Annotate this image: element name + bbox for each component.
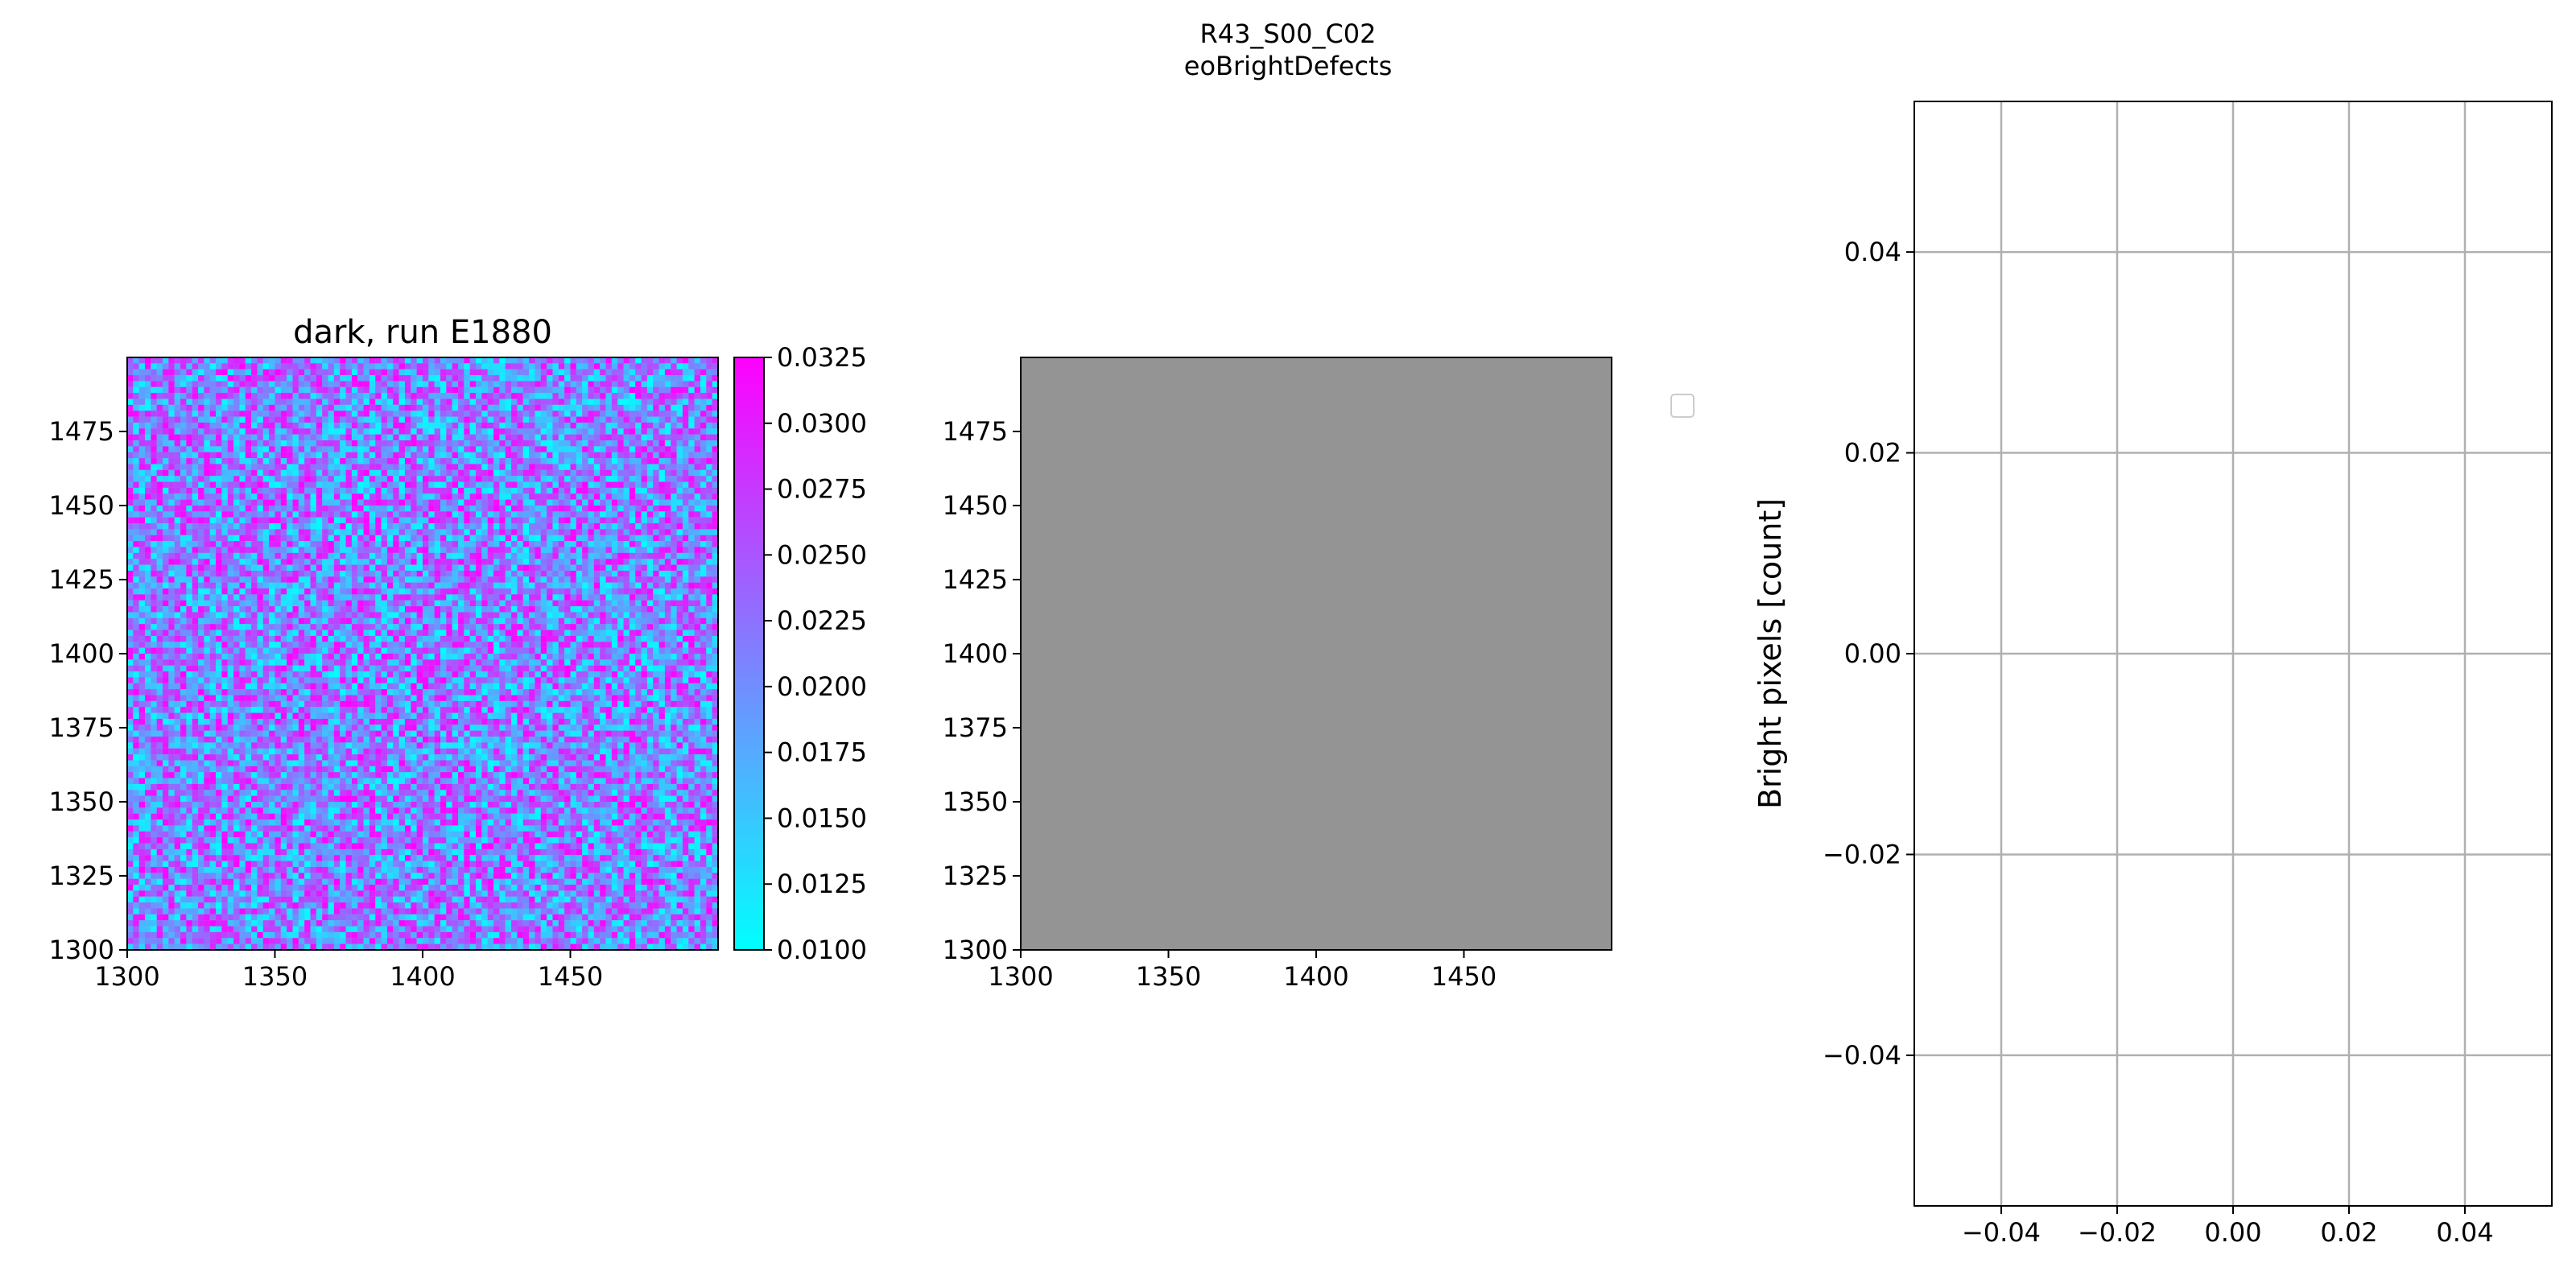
x-tick-label: 1350 xyxy=(242,961,308,992)
defects-mask-image xyxy=(1021,357,1612,950)
y-tick-label: 1325 xyxy=(49,861,114,891)
x-tick-label: −0.04 xyxy=(1962,1217,2041,1248)
x-tick-label: 0.04 xyxy=(2436,1217,2493,1248)
colorbar-tick-label: 0.0250 xyxy=(777,539,867,570)
y-tick-label: 1375 xyxy=(943,712,1008,743)
x-tick-label: 0.00 xyxy=(2204,1217,2261,1248)
y-tick-label: 1450 xyxy=(943,490,1008,521)
dark-noise-pixels xyxy=(127,357,718,950)
dark-heatmap-xaxis: 1300 1350 1400 1450 xyxy=(94,950,603,992)
colorbar-tick-label: 0.0200 xyxy=(777,671,867,702)
colorbar-tick-label: 0.0325 xyxy=(777,342,867,373)
colorbar-tick-label: 0.0225 xyxy=(777,605,867,636)
figure-suptitle-line2: eoBrightDefects xyxy=(1183,51,1393,81)
y-tick-label: 1400 xyxy=(49,638,114,669)
x-tick-label: 1400 xyxy=(390,961,455,992)
x-tick-label: 0.02 xyxy=(2320,1217,2377,1248)
x-tick-label: 1350 xyxy=(1136,961,1201,992)
y-tick-label: 1475 xyxy=(49,416,114,447)
defects-mask-xaxis: 1300 1350 1400 1450 xyxy=(988,950,1496,992)
colorbar-axis: 0.0100 0.0125 0.0150 0.0175 0.0200 0.0225 0.02… xyxy=(764,342,867,965)
dark-colorbar: 0.0100 0.0125 0.0150 0.0175 0.0200 0.0225 0.02… xyxy=(733,342,867,965)
figure-suptitle-line1: R43_S00_C02 xyxy=(1199,19,1377,49)
y-tick-label: 1350 xyxy=(49,786,114,817)
x-tick-label: 1300 xyxy=(94,961,159,992)
colorbar-tick-label: 0.0275 xyxy=(777,474,867,505)
dark-heatmap-panel: dark, run E1880 1300 1350 1400 1450 1300 132… xyxy=(49,314,719,992)
y-tick-label: 1350 xyxy=(943,786,1008,817)
dark-heatmap-title: dark, run E1880 xyxy=(293,314,552,351)
y-tick-label: 1400 xyxy=(943,638,1008,669)
colorbar-tick-label: 0.0125 xyxy=(777,869,867,899)
y-tick-label: 1425 xyxy=(49,564,114,595)
x-tick-label: −0.02 xyxy=(2078,1217,2157,1248)
dark-heatmap-image xyxy=(127,357,718,950)
x-tick-label: 1400 xyxy=(1283,961,1348,992)
dark-heatmap-yaxis: 1300 1325 1350 1375 1400 1425 1450 1475 xyxy=(49,416,127,965)
x-tick-label: 1450 xyxy=(1431,961,1496,992)
y-tick-label: 1450 xyxy=(49,490,114,521)
bright-pixels-ylabel: Bright pixels [count] xyxy=(1752,498,1788,809)
bright-pixels-yaxis: −0.04 −0.02 0.00 0.02 0.04 xyxy=(1823,237,1914,1071)
colorbar-tick-label: 0.0300 xyxy=(777,408,867,439)
y-tick-label: −0.02 xyxy=(1823,839,1901,869)
colorbar-tick-label: 0.0175 xyxy=(777,737,867,768)
y-tick-label: 1425 xyxy=(943,564,1008,595)
colorbar-gradient xyxy=(734,357,764,950)
x-tick-label: 1300 xyxy=(988,961,1053,992)
y-tick-label: 1325 xyxy=(943,861,1008,891)
bright-pixels-grid xyxy=(1914,101,2552,1206)
colorbar-frame xyxy=(733,357,765,951)
y-tick-label: 1300 xyxy=(49,935,114,965)
empty-legend-box xyxy=(1670,394,1695,418)
defects-mask-yaxis: 1300 1325 1350 1375 1400 1425 1450 1475 xyxy=(943,416,1021,965)
y-tick-label: 0.00 xyxy=(1844,638,1901,669)
bright-pixels-xaxis: −0.04 −0.02 0.00 0.02 0.04 xyxy=(1962,1206,2494,1248)
y-tick-label: 1475 xyxy=(943,416,1008,447)
y-tick-label: 0.04 xyxy=(1844,237,1901,267)
x-tick-label: 1450 xyxy=(538,961,603,992)
colorbar-tick-label: 0.0100 xyxy=(777,935,867,965)
y-tick-label: −0.04 xyxy=(1823,1040,1901,1071)
y-tick-label: 0.02 xyxy=(1844,438,1901,469)
colorbar-tick-label: 0.0150 xyxy=(777,803,867,833)
defects-mask-panel: 1300 1350 1400 1450 1300 1325 1350 1375 1400 142… xyxy=(943,357,1695,992)
y-tick-label: 1375 xyxy=(49,712,114,743)
bright-pixels-panel: −0.04 −0.02 0.00 0.02 0.04 −0.04 −0.02 0.00 0.0… xyxy=(1752,101,2553,1248)
y-tick-label: 1300 xyxy=(943,935,1008,965)
